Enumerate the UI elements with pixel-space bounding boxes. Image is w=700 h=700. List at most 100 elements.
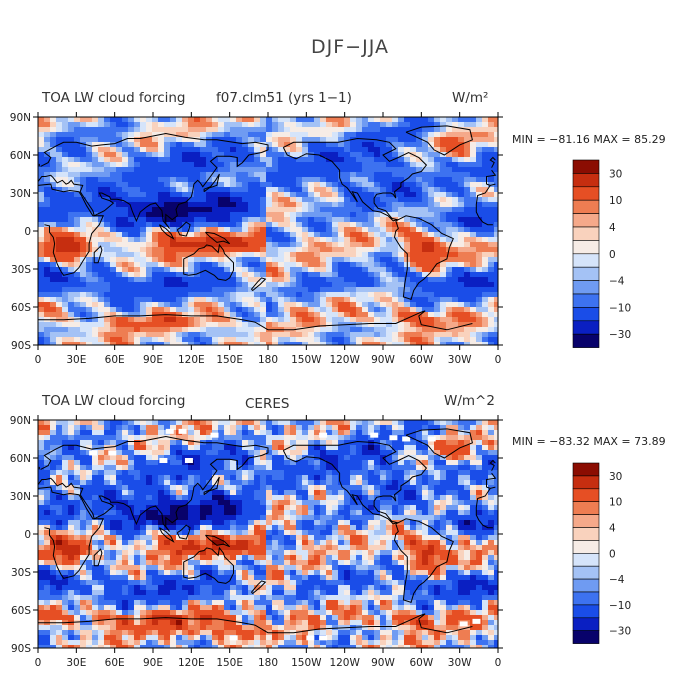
- map-cell: [440, 312, 447, 318]
- map-cell: [266, 172, 273, 178]
- map-cell: [494, 117, 499, 123]
- map-cell: [104, 440, 111, 446]
- map-cell: [110, 327, 117, 333]
- map-cell: [170, 222, 177, 228]
- map-cell: [470, 147, 477, 153]
- map-cell: [122, 282, 129, 288]
- map-cell: [56, 152, 63, 158]
- map-cell: [248, 292, 255, 298]
- coastline: [38, 310, 473, 331]
- map-cell: [164, 242, 171, 248]
- map-cell: [236, 287, 243, 293]
- map-cell: [74, 212, 81, 218]
- map-cell: [392, 500, 399, 506]
- map-cell: [176, 297, 183, 303]
- map-cell: [476, 117, 483, 123]
- map-cell: [134, 117, 141, 123]
- map-cell: [56, 297, 63, 303]
- map-cell: [56, 137, 63, 143]
- map-cell: [422, 267, 429, 273]
- map-cell: [38, 277, 45, 283]
- map-cell: [476, 262, 483, 268]
- map-cell: [158, 455, 165, 461]
- map-cell: [458, 322, 465, 328]
- map-cell: [356, 247, 363, 253]
- map-cell: [422, 252, 429, 258]
- map-cell: [344, 302, 351, 308]
- map-cell: [116, 287, 123, 293]
- map-cell: [50, 122, 57, 128]
- map-cell: [134, 262, 141, 268]
- map-cell: [272, 297, 279, 303]
- map-cell: [122, 430, 129, 436]
- map-cell: [236, 197, 243, 203]
- map-cell: [104, 172, 111, 178]
- map-cell: [146, 237, 153, 243]
- map-cell: [374, 117, 381, 123]
- map-cell: [74, 192, 81, 198]
- map-cell: [80, 480, 87, 486]
- map-cell: [62, 182, 69, 188]
- map-cell: [62, 485, 69, 491]
- map-cell: [80, 337, 87, 343]
- map-cell: [434, 152, 441, 158]
- map-cell: [164, 337, 171, 343]
- map-cell: [44, 242, 51, 248]
- map-cell: [332, 490, 339, 496]
- map-cell: [476, 137, 483, 143]
- map-cell: [230, 212, 237, 218]
- map-cell: [248, 192, 255, 198]
- map-cell: [434, 420, 441, 426]
- map-cell: [86, 287, 93, 293]
- map-cell: [272, 450, 279, 456]
- map-cell: [128, 207, 135, 213]
- map-cell: [44, 287, 51, 293]
- map-cell: [470, 152, 477, 158]
- map-cell: [74, 237, 81, 243]
- map-cell: [416, 237, 423, 243]
- map-cell: [464, 177, 471, 183]
- map-cell: [260, 435, 267, 441]
- map-cell: [314, 142, 321, 148]
- map-cell: [224, 122, 231, 128]
- map-cell: [248, 182, 255, 188]
- map-cell: [68, 332, 75, 338]
- map-cell: [236, 302, 243, 308]
- map-cell: [332, 470, 339, 476]
- map-cell: [230, 297, 237, 303]
- map-cell: [308, 242, 315, 248]
- map-cell: [476, 142, 483, 148]
- map-cell: [494, 142, 499, 148]
- map-cell: [308, 122, 315, 128]
- map-cell: [152, 192, 159, 198]
- map-cell: [110, 127, 117, 133]
- map-cell: [356, 297, 363, 303]
- map-cell: [44, 460, 51, 466]
- map-cell: [398, 272, 405, 278]
- map-cell: [308, 287, 315, 293]
- map-cell: [428, 232, 435, 238]
- map-cell: [338, 202, 345, 208]
- map-cell: [410, 207, 417, 213]
- map-cell: [218, 242, 225, 248]
- map-cell: [62, 192, 69, 198]
- map-cell: [230, 327, 237, 333]
- map-cell: [398, 242, 405, 248]
- map-cell: [212, 435, 219, 441]
- map-cell: [356, 217, 363, 223]
- map-cell: [410, 445, 417, 451]
- map-cell: [368, 470, 375, 476]
- map-cell: [410, 237, 417, 243]
- map-cell: [296, 475, 303, 481]
- map-cell: [440, 272, 447, 278]
- map-cell: [194, 485, 201, 491]
- map-cell: [470, 297, 477, 303]
- coastline: [93, 245, 103, 264]
- map-cell: [332, 242, 339, 248]
- map-cell: [80, 287, 87, 293]
- map-cell: [392, 282, 399, 288]
- map-cell: [488, 430, 495, 436]
- map-cell: [452, 460, 459, 466]
- map-cell: [464, 277, 471, 283]
- map-cell: [74, 262, 81, 268]
